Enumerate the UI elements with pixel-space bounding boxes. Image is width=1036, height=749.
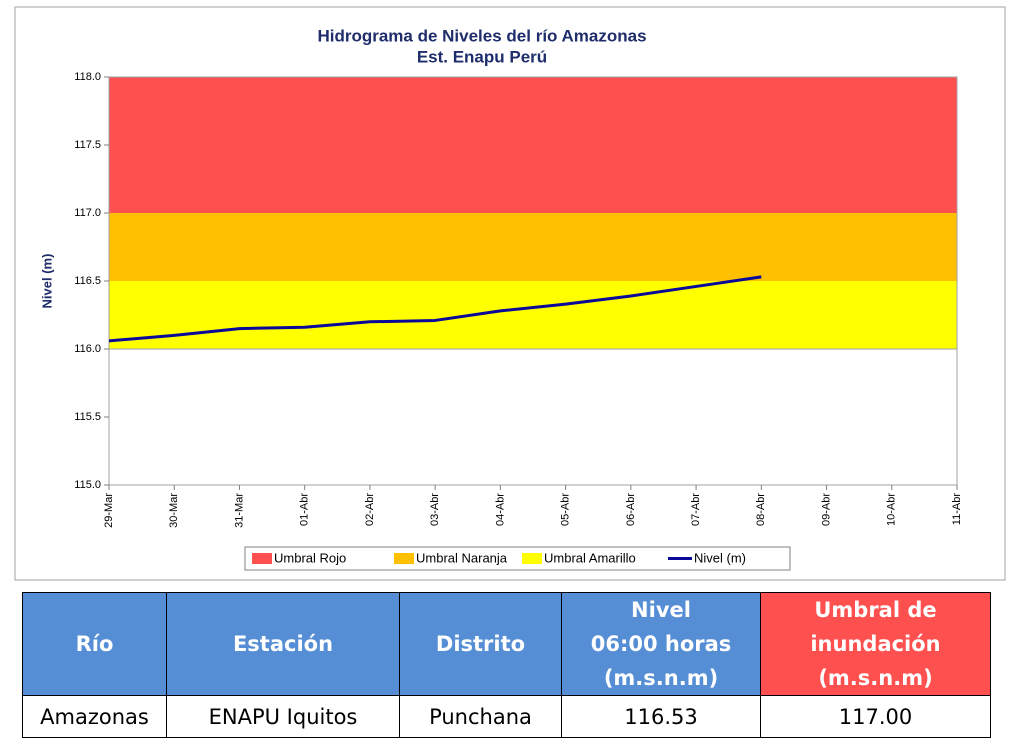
y-tick-label: 115.5 (74, 411, 101, 423)
x-tick-label: 06-Abr (625, 493, 637, 526)
y-tick-label: 116.5 (74, 275, 101, 287)
y-tick-label: 115.0 (74, 479, 101, 491)
header-text: (m.s.n.m) (603, 666, 719, 690)
header-text: Río (75, 632, 114, 656)
header-text: Estación (232, 632, 334, 656)
legend-swatch (252, 553, 272, 564)
header-cell: Distrito (399, 592, 562, 696)
threshold-band (109, 281, 957, 349)
header-cell: Nivel 06:00 horas (m.s.n.m) (561, 592, 761, 696)
x-tick-label: 01-Abr (299, 493, 311, 526)
header-text: Umbral de (814, 598, 937, 622)
table-cell: Amazonas (22, 695, 167, 738)
x-tick-label: 07-Abr (690, 493, 702, 526)
legend-label: Umbral Amarillo (544, 550, 636, 565)
x-tick-label: 29-Mar (103, 493, 115, 528)
data-table: Río Estación Distrito Nivel 06:00 horas (m.s.… (22, 592, 991, 738)
threshold-band (109, 77, 957, 213)
x-tick-label: 05-Abr (560, 493, 572, 526)
header-text: inundación (810, 632, 941, 656)
header-cell: Río (22, 592, 167, 696)
x-tick-label: 31-Mar (233, 493, 245, 528)
y-tick-label: 117.0 (74, 207, 101, 219)
header-cell: Umbral de inundación (m.s.n.m) (760, 592, 991, 696)
x-tick-label: 02-Abr (364, 493, 376, 526)
header-cell: Estación (166, 592, 400, 696)
legend-swatch (522, 553, 542, 564)
y-axis-label: Nivel (m) (39, 254, 54, 309)
x-tick-label: 08-Abr (755, 493, 767, 526)
table-header: Río Estación Distrito Nivel 06:00 horas (m.s.… (22, 592, 991, 696)
y-tick-label: 118.0 (74, 71, 101, 83)
x-tick-label: 03-Abr (429, 493, 441, 526)
header-text: (m.s.n.m) (818, 666, 933, 690)
chart: Hidrograma de Niveles del río Amazonas E… (14, 6, 1006, 581)
header-text: Nivel (631, 598, 691, 622)
table-cell: Punchana (399, 695, 562, 738)
legend-label: Umbral Rojo (274, 550, 346, 565)
level-line (108, 275, 762, 343)
legend: Umbral Rojo Umbral Naranja Umbral Amarillo… (244, 546, 791, 571)
header-text: Distrito (435, 632, 526, 656)
header-text: 06:00 horas (590, 632, 732, 656)
chart-title: Hidrograma de Niveles del río Amazonas (317, 26, 646, 45)
table-cell: 116.53 (561, 695, 761, 738)
threshold-band (109, 213, 957, 281)
x-tick-label: 30-Mar (168, 493, 180, 528)
legend-label: Umbral Naranja (416, 550, 508, 565)
y-tick-label: 116.0 (74, 343, 101, 355)
x-tick-label: 04-Abr (494, 493, 506, 526)
table-cell: 117.00 (760, 695, 991, 738)
legend-label: Nivel (m) (694, 550, 746, 565)
chart-subtitle: Est. Enapu Perú (417, 47, 547, 66)
x-tick-label: 10-Abr (886, 493, 898, 526)
legend-frame (244, 546, 791, 571)
x-tick-label: 11-Abr (951, 493, 963, 526)
y-tick-label: 117.5 (74, 139, 101, 151)
legend-swatch (394, 553, 414, 564)
table-row: Amazonas ENAPU Iquitos Punchana 116.53 117.0… (22, 695, 991, 738)
table-cell: ENAPU Iquitos (166, 695, 400, 738)
x-tick-label: 09-Abr (820, 493, 832, 526)
